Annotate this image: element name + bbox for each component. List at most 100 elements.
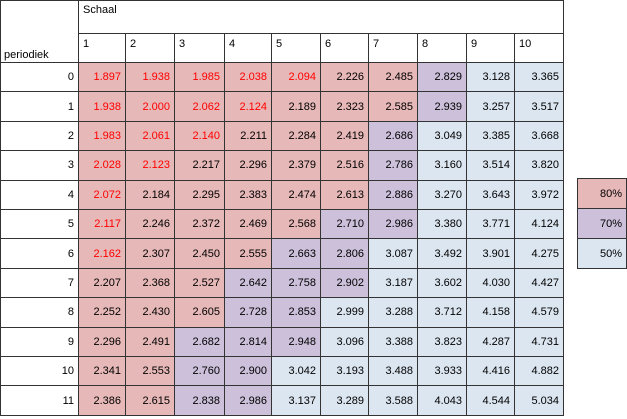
table-cell: 2.615: [125, 385, 175, 416]
table-cell: 3.288: [368, 297, 418, 328]
table-cell: 3.514: [466, 150, 515, 181]
table-cell: 2.613: [320, 179, 369, 210]
row-label: 4: [0, 179, 79, 210]
column-header: 9: [466, 33, 515, 63]
table-cell: 2.853: [271, 297, 321, 328]
table-cell: 3.602: [417, 267, 467, 299]
table-cell: 2.760: [174, 356, 225, 387]
table-cell: 2.296: [78, 326, 126, 357]
table-cell: 2.372: [174, 209, 225, 240]
table-cell: 2.296: [224, 150, 272, 181]
table-cell: 2.124: [224, 91, 272, 122]
table-cell: 2.710: [320, 209, 369, 240]
table-cell: 2.184: [125, 179, 175, 210]
table-cell: 2.430: [125, 297, 175, 328]
table-cell: 2.379: [271, 150, 321, 181]
row-label: 6: [0, 238, 79, 269]
table-title: Schaal: [78, 0, 564, 34]
table-cell: 5.034: [514, 385, 564, 416]
table-cell: 4.043: [417, 385, 467, 416]
table-cell: 3.087: [368, 238, 418, 269]
table-cell: 2.527: [174, 267, 225, 299]
table-cell: 1.983: [78, 120, 126, 152]
table-cell: 3.488: [368, 356, 418, 387]
column-header: 8: [417, 33, 467, 63]
table-cell: 3.668: [514, 120, 564, 152]
table-cell: 2.284: [271, 120, 321, 152]
table-cell: 2.295: [174, 179, 225, 210]
column-header: 4: [224, 33, 272, 63]
table-cell: 2.553: [125, 356, 175, 387]
table-cell: 2.555: [224, 238, 272, 269]
table-cell: 3.901: [466, 238, 515, 269]
table-cell: 2.469: [224, 209, 272, 240]
table-cell: 3.193: [320, 356, 369, 387]
table-cell: 2.211: [224, 120, 272, 152]
table-cell: 3.492: [417, 238, 467, 269]
table-cell: 2.307: [125, 238, 175, 269]
table-cell: 2.061: [125, 120, 175, 152]
row-label: 10: [0, 356, 79, 387]
table-cell: 3.160: [417, 150, 467, 181]
table-cell: 3.517: [514, 91, 564, 122]
table-cell: 2.207: [78, 267, 126, 299]
table-cell: 2.038: [224, 62, 272, 93]
table-cell: 2.094: [271, 62, 321, 93]
table-cell: 3.365: [514, 62, 564, 93]
row-label: 7: [0, 267, 79, 299]
table-cell: 3.128: [466, 62, 515, 93]
table-cell: 2.000: [125, 91, 175, 122]
table-cell: 3.137: [271, 385, 321, 416]
table-cell: 2.642: [224, 267, 272, 299]
table-cell: 2.939: [417, 91, 467, 122]
legend-item: 50%: [577, 238, 627, 269]
table-cell: 2.886: [368, 179, 418, 210]
table-cell: 2.999: [320, 297, 369, 328]
table-cell: 3.643: [466, 179, 515, 210]
table-cell: 3.712: [417, 297, 467, 328]
table-cell: 3.933: [417, 356, 467, 387]
table-cell: 3.270: [417, 179, 467, 210]
table-cell: 3.289: [320, 385, 369, 416]
table-cell: 2.162: [78, 238, 126, 269]
table-cell: 2.900: [224, 356, 272, 387]
table-cell: 2.123: [125, 150, 175, 181]
column-header: 3: [174, 33, 225, 63]
table-cell: 2.491: [125, 326, 175, 357]
table-cell: 1.938: [125, 62, 175, 93]
table-cell: 2.028: [78, 150, 126, 181]
table-cell: 2.728: [224, 297, 272, 328]
table-cell: 4.579: [514, 297, 564, 328]
table-cell: 2.829: [417, 62, 467, 93]
table-cell: 2.386: [78, 385, 126, 416]
table-cell: 2.383: [224, 179, 272, 210]
table-cell: 2.140: [174, 120, 225, 152]
table-cell: 2.814: [224, 326, 272, 357]
row-label: 5: [0, 209, 79, 240]
row-label: 11: [0, 385, 79, 416]
table-cell: 4.731: [514, 326, 564, 357]
column-header: 7: [368, 33, 418, 63]
row-label: 8: [0, 297, 79, 328]
legend-item: 80%: [577, 178, 627, 209]
table-cell: 2.986: [368, 209, 418, 240]
table-cell: 2.806: [320, 238, 369, 269]
table-cell: 2.450: [174, 238, 225, 269]
table-cell: 2.568: [271, 209, 321, 240]
table-cell: 2.902: [320, 267, 369, 299]
table-cell: 3.257: [466, 91, 515, 122]
table-cell: 2.368: [125, 267, 175, 299]
table-cell: 3.771: [466, 209, 515, 240]
table-cell: 2.585: [368, 91, 418, 122]
table-cell: 2.419: [320, 120, 369, 152]
table-cell: 3.823: [417, 326, 467, 357]
table-cell: 3.187: [368, 267, 418, 299]
column-header: 2: [125, 33, 175, 63]
table-cell: 3.972: [514, 179, 564, 210]
table-cell: 2.062: [174, 91, 225, 122]
table-cell: 2.189: [271, 91, 321, 122]
table-cell: 2.758: [271, 267, 321, 299]
row-label: 0: [0, 62, 79, 93]
table-cell: 2.072: [78, 179, 126, 210]
